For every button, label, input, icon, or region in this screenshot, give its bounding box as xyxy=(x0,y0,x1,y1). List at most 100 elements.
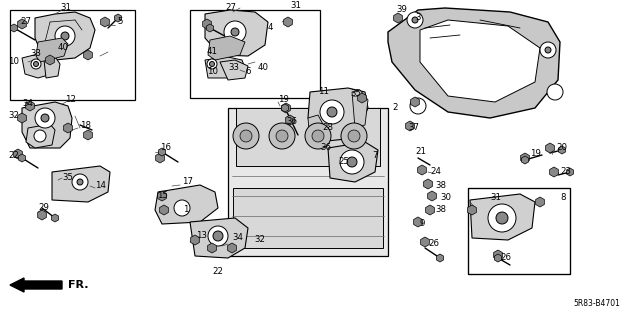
Circle shape xyxy=(240,130,252,142)
Polygon shape xyxy=(411,97,419,107)
Text: 20: 20 xyxy=(556,143,567,153)
Text: 38: 38 xyxy=(435,205,446,214)
Circle shape xyxy=(34,130,46,142)
Circle shape xyxy=(33,61,38,67)
Circle shape xyxy=(276,130,288,142)
Text: 21: 21 xyxy=(415,148,426,156)
Polygon shape xyxy=(436,254,444,262)
Polygon shape xyxy=(426,205,435,215)
Circle shape xyxy=(305,123,331,149)
Circle shape xyxy=(55,26,75,46)
Polygon shape xyxy=(205,57,245,78)
Polygon shape xyxy=(352,90,368,128)
Circle shape xyxy=(312,130,324,142)
Circle shape xyxy=(547,84,563,100)
Text: 34: 34 xyxy=(22,100,33,108)
Polygon shape xyxy=(190,218,248,258)
Circle shape xyxy=(41,114,49,122)
Polygon shape xyxy=(159,205,168,215)
Text: 31: 31 xyxy=(290,2,301,11)
Text: 28: 28 xyxy=(322,124,333,132)
Polygon shape xyxy=(207,24,214,32)
Polygon shape xyxy=(205,10,268,56)
Bar xyxy=(190,10,320,98)
Text: 14: 14 xyxy=(95,180,106,189)
Text: 5: 5 xyxy=(117,18,122,27)
Polygon shape xyxy=(495,254,502,262)
Text: FR.: FR. xyxy=(68,280,88,290)
Polygon shape xyxy=(285,115,294,125)
Text: 31: 31 xyxy=(490,194,501,203)
Circle shape xyxy=(488,204,516,232)
Polygon shape xyxy=(413,217,422,227)
Polygon shape xyxy=(282,103,291,113)
Circle shape xyxy=(340,150,364,174)
Text: 26: 26 xyxy=(428,239,439,249)
Bar xyxy=(468,188,570,274)
FancyArrow shape xyxy=(10,278,62,292)
Text: 29: 29 xyxy=(38,204,49,212)
Polygon shape xyxy=(159,148,166,156)
Text: 22: 22 xyxy=(212,268,223,276)
Text: 19: 19 xyxy=(530,149,541,158)
Polygon shape xyxy=(358,93,366,103)
Polygon shape xyxy=(536,197,545,207)
Polygon shape xyxy=(428,191,436,201)
Polygon shape xyxy=(26,101,35,111)
Text: 38: 38 xyxy=(435,181,446,190)
Polygon shape xyxy=(45,55,54,65)
Text: 11: 11 xyxy=(318,87,329,97)
Circle shape xyxy=(35,108,55,128)
Polygon shape xyxy=(35,12,95,60)
Circle shape xyxy=(224,21,246,43)
Polygon shape xyxy=(207,243,216,253)
Text: 4: 4 xyxy=(268,23,273,33)
Text: 39: 39 xyxy=(396,5,407,14)
Circle shape xyxy=(174,200,190,216)
Text: 36: 36 xyxy=(320,143,331,153)
Text: 3: 3 xyxy=(415,13,420,22)
Polygon shape xyxy=(18,113,26,123)
Circle shape xyxy=(496,212,508,224)
Text: 18: 18 xyxy=(80,122,91,131)
Polygon shape xyxy=(546,143,554,153)
Text: 33: 33 xyxy=(228,63,239,73)
Text: 36: 36 xyxy=(286,117,297,126)
Text: 35: 35 xyxy=(350,90,361,99)
Polygon shape xyxy=(228,243,236,253)
Bar xyxy=(228,108,388,256)
Polygon shape xyxy=(38,210,46,220)
Circle shape xyxy=(269,123,295,149)
Circle shape xyxy=(233,123,259,149)
Text: 15: 15 xyxy=(157,191,168,201)
Polygon shape xyxy=(521,153,529,163)
Polygon shape xyxy=(522,156,529,164)
Circle shape xyxy=(412,17,418,23)
Circle shape xyxy=(209,61,214,67)
Text: 26: 26 xyxy=(500,253,511,262)
Circle shape xyxy=(407,12,423,28)
Polygon shape xyxy=(208,36,245,60)
Text: 10: 10 xyxy=(8,58,19,67)
Circle shape xyxy=(77,179,83,185)
Polygon shape xyxy=(22,54,55,78)
Text: 2: 2 xyxy=(392,103,397,113)
Circle shape xyxy=(208,226,228,246)
Polygon shape xyxy=(420,20,540,102)
Polygon shape xyxy=(191,235,199,245)
Polygon shape xyxy=(84,130,92,140)
Text: 24: 24 xyxy=(430,167,441,177)
Polygon shape xyxy=(493,250,502,260)
Text: 40: 40 xyxy=(58,44,69,52)
Polygon shape xyxy=(406,121,414,131)
Polygon shape xyxy=(550,167,558,177)
Circle shape xyxy=(61,32,69,40)
Text: 30: 30 xyxy=(440,194,451,203)
Text: 22: 22 xyxy=(8,151,19,161)
Text: 17: 17 xyxy=(182,178,193,187)
Polygon shape xyxy=(424,179,433,189)
Bar xyxy=(10,10,135,100)
Circle shape xyxy=(231,28,239,36)
Polygon shape xyxy=(308,88,368,142)
Polygon shape xyxy=(63,123,72,133)
